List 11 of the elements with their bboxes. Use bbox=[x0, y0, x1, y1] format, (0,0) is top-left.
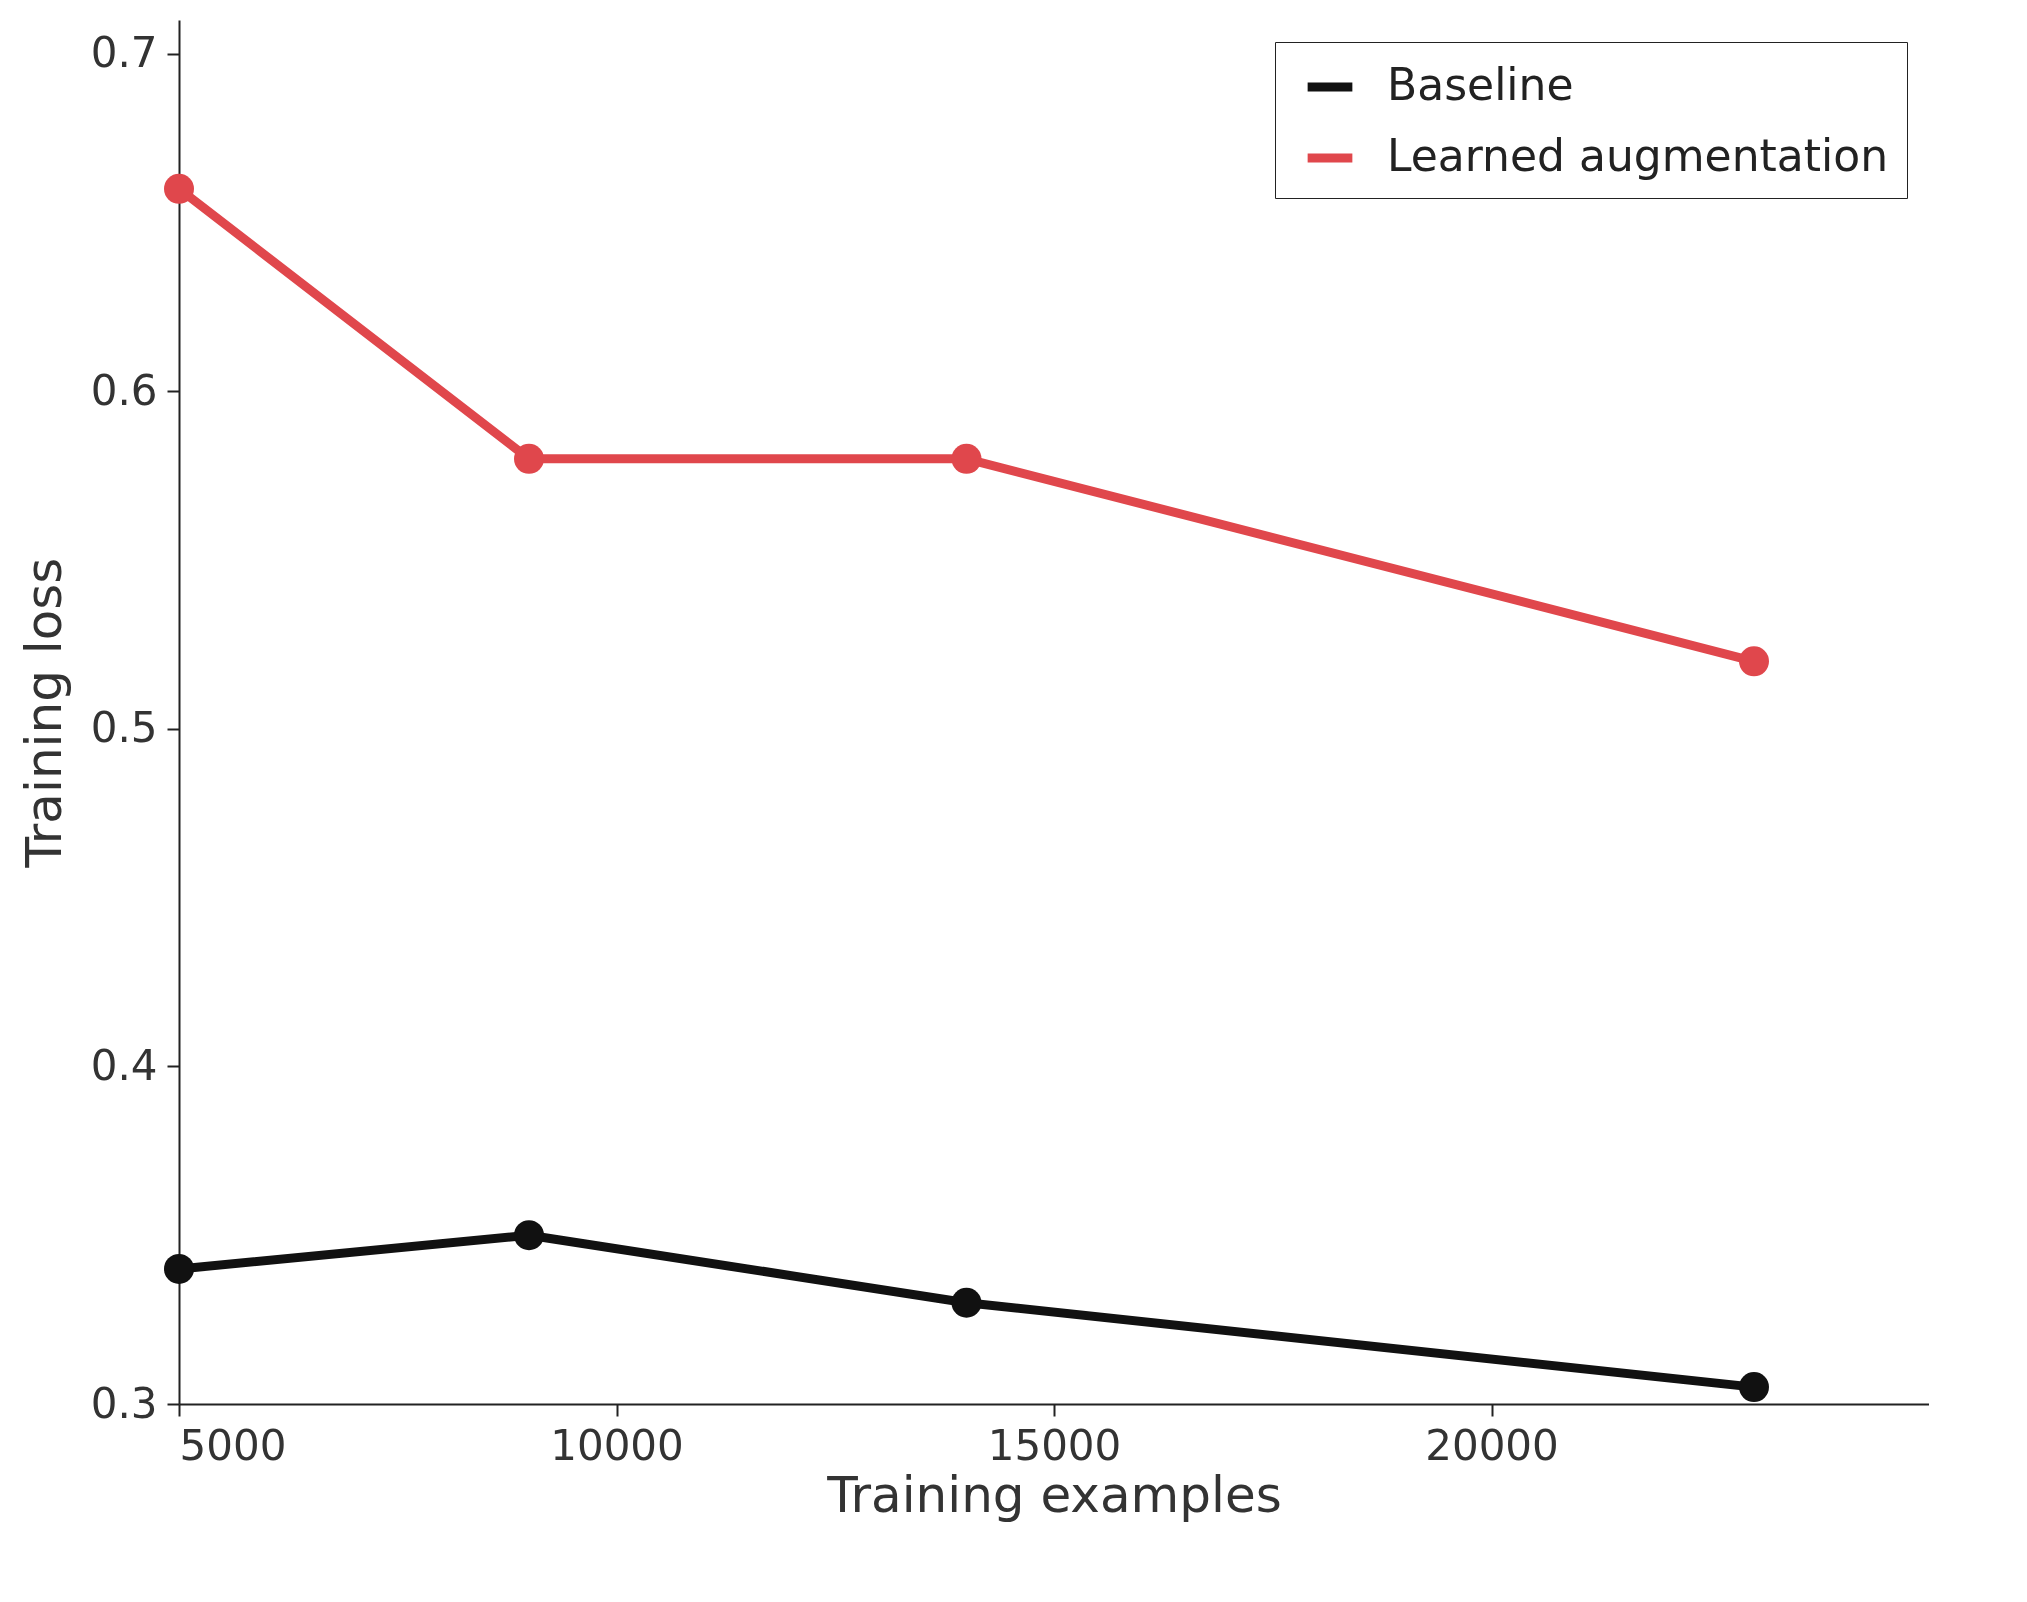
y-axis-title: Training loss bbox=[14, 557, 73, 869]
x-tick-label: 20000 bbox=[1425, 1420, 1559, 1470]
y-tick-label: 0.6 bbox=[90, 365, 158, 415]
legend-label: Learned augmentation bbox=[1387, 130, 1889, 181]
y-tick-label: 0.5 bbox=[90, 703, 158, 753]
legend-label: Baseline bbox=[1387, 59, 1574, 110]
x-tick-label: 5000 bbox=[179, 1420, 287, 1470]
y-tick-label: 0.3 bbox=[90, 1378, 158, 1428]
x-tick-label: 10000 bbox=[550, 1420, 684, 1470]
y-tick-label: 0.4 bbox=[90, 1040, 158, 1090]
y-tick-label: 0.7 bbox=[90, 28, 158, 78]
